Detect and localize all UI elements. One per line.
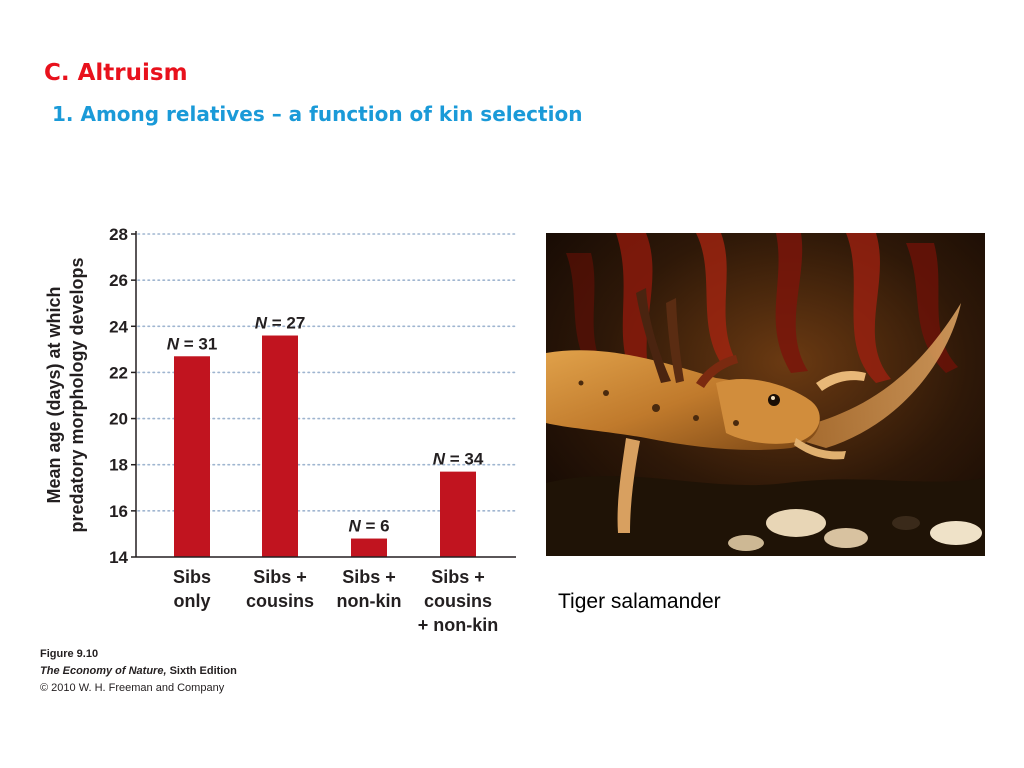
book-citation: The Economy of Nature, Sixth Edition: [40, 663, 237, 680]
bar: [351, 538, 387, 557]
photo-caption: Tiger salamander: [558, 590, 721, 613]
category-label: cousins: [424, 591, 492, 611]
chart-labels: 14 16 18 20 22 24 26 28 N = 31 Sibs only N = 27 Sibs…: [44, 225, 498, 635]
book-edition: Sixth Edition: [166, 665, 237, 677]
y-tick-label: 28: [109, 225, 128, 244]
category-label: only: [173, 591, 210, 611]
bar-n-label: N = 31: [167, 334, 218, 353]
category-label: + non-kin: [418, 615, 499, 635]
figure-number: Figure 9.10: [40, 648, 99, 660]
slide-title: C. Altruism: [44, 60, 188, 86]
book-title: The Economy of Nature,: [40, 665, 167, 677]
bar-n-label: N = 27: [255, 314, 306, 333]
bar: [174, 356, 210, 557]
y-tick-label: 20: [109, 410, 128, 429]
chart-bars: [174, 335, 476, 557]
slide-subtitle: 1. Among relatives – a function of kin s…: [52, 102, 583, 126]
figure-credit: Figure 9.10 The Economy of Nature, Sixth…: [40, 646, 237, 697]
chart-axes: [131, 231, 516, 558]
bar: [262, 335, 298, 557]
category-label: non-kin: [337, 591, 402, 611]
y-axis-label-line: Mean age (days) at which: [44, 286, 64, 503]
bar-chart: 14 16 18 20 22 24 26 28 N = 31 Sibs only N = 27 Sibs…: [44, 225, 517, 635]
tiger-salamander-photo: [546, 233, 985, 556]
y-axis-label: Mean age (days) at which predatory morpho…: [44, 257, 87, 532]
y-tick-label: 24: [109, 317, 128, 336]
category-label: Sibs +: [253, 567, 307, 587]
category-label: cousins: [246, 591, 314, 611]
y-tick-label: 16: [109, 502, 128, 521]
y-tick-label: 22: [109, 363, 128, 382]
category-label: Sibs: [173, 567, 211, 587]
bar: [440, 471, 476, 557]
y-tick-label: 26: [109, 271, 128, 290]
bar-n-label: N = 6: [348, 517, 389, 536]
y-tick-label: 18: [109, 456, 128, 475]
y-tick-label: 14: [109, 548, 128, 567]
bar-n-label: N = 34: [433, 450, 484, 469]
copyright-line: © 2010 W. H. Freeman and Company: [40, 682, 225, 694]
category-label: Sibs +: [342, 567, 396, 587]
y-axis-label-line: predatory morphology develops: [67, 257, 87, 532]
category-label: Sibs +: [431, 567, 485, 587]
